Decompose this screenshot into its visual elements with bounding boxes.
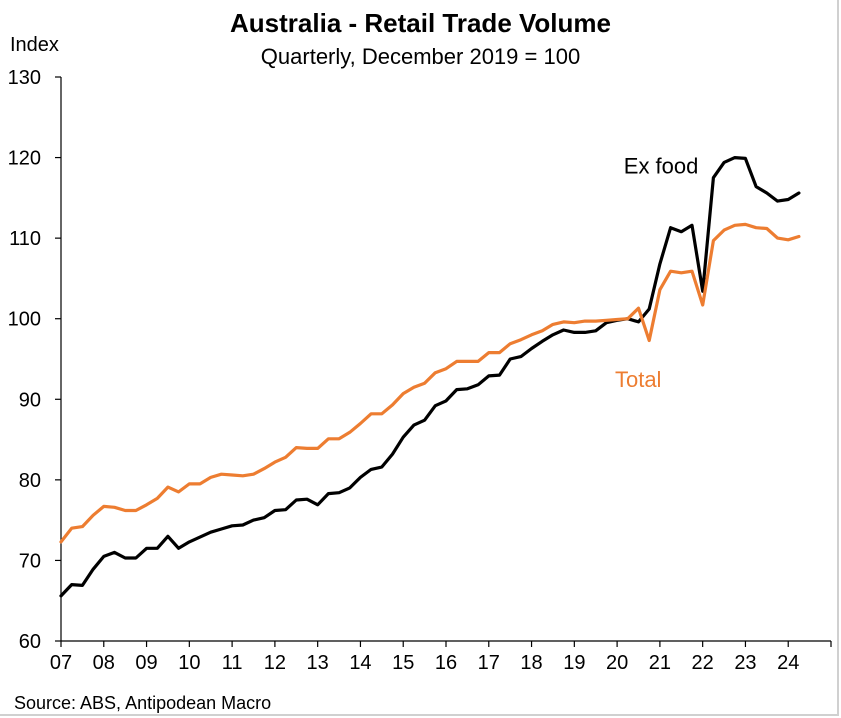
series-line-total [59,222,801,544]
chart-subtitle: Quarterly, December 2019 = 100 [260,44,581,69]
x-tick-label: 08 [93,652,115,674]
y-tick-label: 60 [19,631,41,653]
y-tick-label: 130 [8,67,41,89]
x-tick-label: 24 [777,652,799,674]
x-tick-label: 15 [392,652,414,674]
chart-title: Australia - Retail Trade Volume [230,8,611,38]
x-tick-label: 09 [135,652,157,674]
x-tick-label: 17 [478,652,500,674]
y-tick-label: 110 [9,228,41,250]
series-label-total: Total [615,367,661,392]
x-tick-label: 13 [307,652,329,674]
x-tick-label: 14 [349,652,371,674]
x-tick-label: 20 [606,652,628,674]
y-tick-label: 120 [8,148,41,170]
y-tick-label: 70 [19,550,41,572]
y-tick-label: 80 [19,470,41,492]
x-tick-label: 07 [50,652,72,674]
source-note: Source: ABS, Antipodean Macro [14,693,272,713]
x-tick-label: 23 [734,652,756,674]
x-tick-label: 18 [520,652,542,674]
y-tick-label: 90 [19,389,41,411]
x-tick-label: 16 [435,652,457,674]
series-line-ex-food [59,156,801,598]
y-axis-label: Index [10,34,59,56]
x-tick-label: 21 [649,652,671,674]
y-tick-label: 100 [8,309,41,331]
x-tick-label: 11 [222,652,243,674]
x-tick-label: 19 [563,652,585,674]
series-label-ex-food: Ex food [624,154,699,179]
x-tick-label: 22 [692,652,714,674]
x-tick-label: 12 [264,652,286,674]
x-tick-label: 10 [178,652,200,674]
